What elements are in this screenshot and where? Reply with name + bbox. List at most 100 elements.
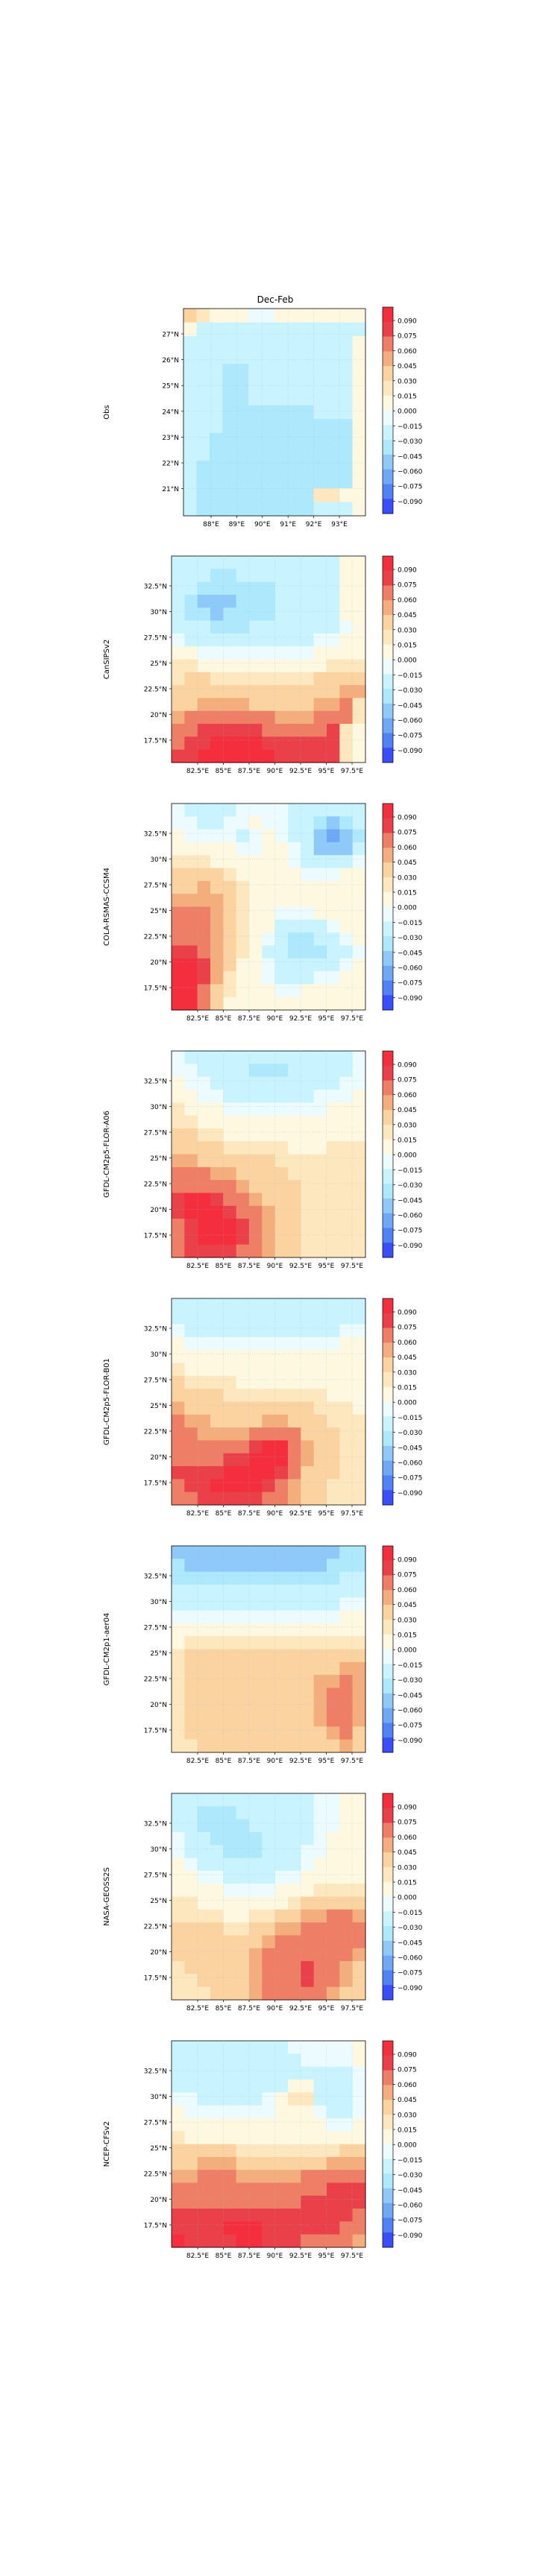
colorbar-swatch [383,1896,393,1912]
heatmap-cell [288,1324,301,1338]
heatmap-cell [301,1298,315,1312]
heatmap-cell [236,1700,250,1714]
heatmap-cell [339,1806,354,1820]
heatmap-cell [172,2105,185,2119]
heatmap-cell [172,842,185,856]
heatmap-cell [274,1714,289,1727]
heatmap-cell [249,1324,263,1338]
heatmap-cell [262,1739,276,1753]
heatmap-cell [197,1115,211,1129]
colorbar-swatch [383,1124,393,1140]
heatmap-cell [352,749,366,763]
heatmap-cell [339,710,354,724]
heatmap-cell [301,880,315,894]
heatmap-cell [262,1610,276,1624]
heatmap-cell [184,1896,198,1910]
heatmap-cell [339,816,354,830]
x-tick-label: 95°E [318,2005,335,2012]
x-tick-label: 92.5°E [289,2253,313,2260]
heatmap-cell [197,1623,211,1637]
heatmap-cell [327,2234,340,2248]
heatmap-cell [236,932,250,947]
heatmap-cell [262,1884,276,1898]
heatmap-cell [197,698,211,712]
heatmap-cell [249,1649,263,1663]
heatmap-cell [184,804,198,817]
heatmap-cell [262,1974,276,1988]
heatmap-cell [184,1389,198,1403]
heatmap-cell [172,1700,185,1714]
heatmap-cell [327,2041,340,2054]
heatmap-cell [313,1231,327,1246]
heatmap-cell [287,460,301,475]
heatmap-cell [197,868,211,882]
heatmap-cell [301,1440,315,1454]
colorbar-tick-label: −0.075 [398,1723,422,1730]
heatmap-cell [288,1661,301,1676]
y-tick-label: 17.5°N [144,1233,167,1240]
heatmap-cell [301,1559,315,1573]
heatmap-cell [301,2156,315,2171]
colorbar-swatch [383,1313,393,1329]
heatmap-cell [210,1700,224,1714]
heatmap-cell [210,1089,224,1103]
heatmap-cell [210,984,224,998]
heatmap-cell [288,2170,301,2184]
heatmap-cell [288,1857,301,1872]
heatmap-cell [262,646,276,660]
x-tick-label: 92.5°E [289,1758,313,1765]
heatmap-cell [274,1961,289,1974]
heatmap-cell [184,1479,198,1493]
heatmap-cell [223,1974,237,1988]
heatmap-cell [249,894,263,908]
heatmap-cell [313,1546,327,1559]
heatmap-cell [262,1623,276,1637]
heatmap-cell [313,1205,327,1219]
heatmap-cell [262,1193,276,1207]
heatmap-cell [197,607,211,622]
heatmap-cell [301,1961,315,1974]
heatmap-cell [210,594,224,608]
heatmap-cell [249,1154,263,1168]
heatmap-cell [248,446,263,461]
heatmap-cell [339,1986,354,2001]
heatmap-cell [210,868,224,882]
heatmap-cell [339,855,354,869]
heatmap-cell [197,1102,211,1117]
y-tick-label: 30°N [150,609,167,616]
heatmap-cell [327,1986,340,2001]
colorbar-swatch [383,1970,393,1986]
heatmap-cell [313,2156,327,2171]
heatmap-cell [352,672,366,686]
heatmap-cell [301,1922,315,1936]
heatmap-cell [210,1948,224,1962]
heatmap-cell [288,1479,301,1493]
heatmap-cell [327,698,340,712]
y-tick-label: 27.5°N [144,883,167,890]
heatmap-cell [274,1739,289,1753]
heatmap-cell [249,1597,263,1611]
heatmap-cell [249,2053,263,2068]
heatmap-cell [274,1884,289,1898]
heatmap-cell [313,1401,327,1415]
heatmap-cell [197,1870,211,1884]
heatmap-cell [262,1401,276,1415]
heatmap-cell [172,997,185,1011]
heatmap-cell [223,1440,237,1454]
colorbar-swatch [383,1737,393,1753]
heatmap-cell [248,419,263,434]
heatmap-cell [313,1141,327,1155]
heatmap-cell [327,1466,340,1480]
heatmap-cell [223,1180,237,1194]
y-tick-label: 30°N [150,1351,167,1359]
heatmap-cell [274,1350,289,1364]
colorbar-swatch [383,1298,393,1314]
heatmap-cell [210,1491,224,1506]
y-tick-label: 17.5°N [144,1728,167,1735]
heatmap-cell [301,804,315,817]
heatmap-cell [262,594,276,608]
x-tick-label: 97.5°E [341,2005,364,2012]
colorbar-tick-label: 0.075 [398,1819,417,1827]
colorbar-tick-label: −0.060 [398,1708,423,1715]
heatmap-cell [197,1636,211,1650]
